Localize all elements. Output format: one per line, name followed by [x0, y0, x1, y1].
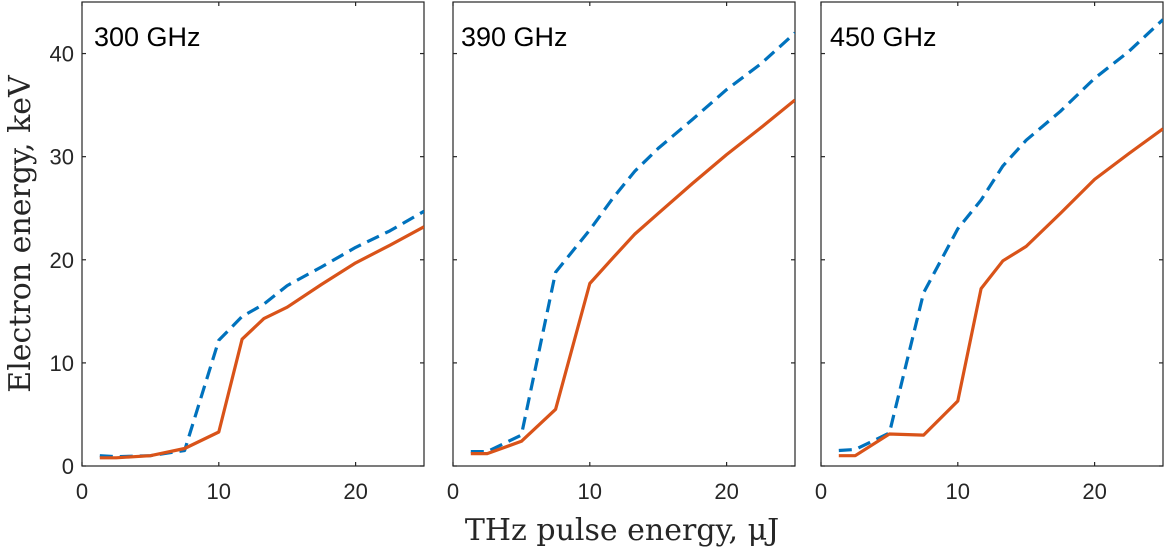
panel-frame	[452, 1, 796, 467]
panel-450ghz: 0 10 20 450 GHz	[815, 1, 1164, 504]
x-tick-label: 0	[815, 479, 827, 504]
x-tick-label: 0	[447, 479, 459, 504]
series-line-dashed	[470, 31, 795, 454]
panel-390ghz: 0 10 20 390 GHz	[447, 1, 796, 504]
x-tick-label: 20	[1082, 479, 1106, 504]
tick-group: 0 10 20	[447, 2, 795, 504]
series-group	[470, 31, 795, 456]
panel-frame	[820, 1, 1164, 467]
series-line-solid	[838, 127, 1163, 458]
series-line-dashed	[99, 209, 424, 459]
series-line-solid	[99, 225, 424, 460]
series-group	[99, 209, 424, 460]
panel-title: 450 GHz	[830, 22, 937, 52]
x-tick-label: 0	[76, 479, 88, 504]
x-tick-label: 10	[578, 479, 602, 504]
panel-frame	[81, 1, 425, 467]
panel-300ghz: 0 10 20 0 10 20 30 40 300 GHz	[50, 1, 425, 504]
x-tick-label: 20	[714, 479, 738, 504]
x-tick-label: 20	[343, 479, 367, 504]
tick-group: 0 10 20	[815, 2, 1163, 504]
x-tick-label: 10	[946, 479, 970, 504]
series-group	[838, 18, 1163, 458]
tick-group: 0 10 20 0 10 20 30 40	[50, 2, 424, 504]
y-tick-label: 30	[50, 145, 74, 170]
series-line-solid	[470, 98, 795, 456]
y-tick-label: 20	[50, 248, 74, 273]
y-tick-label: 10	[50, 351, 74, 376]
y-axis-title: Electron energy, keV	[3, 74, 38, 393]
panel-title: 390 GHz	[461, 22, 568, 52]
x-tick-label: 10	[207, 479, 231, 504]
y-tick-label: 0	[62, 454, 74, 479]
panel-title: 300 GHz	[94, 22, 201, 52]
series-line-dashed	[838, 18, 1163, 453]
x-axis-title: THz pulse energy, μJ	[465, 513, 779, 548]
y-tick-label: 40	[50, 42, 74, 67]
